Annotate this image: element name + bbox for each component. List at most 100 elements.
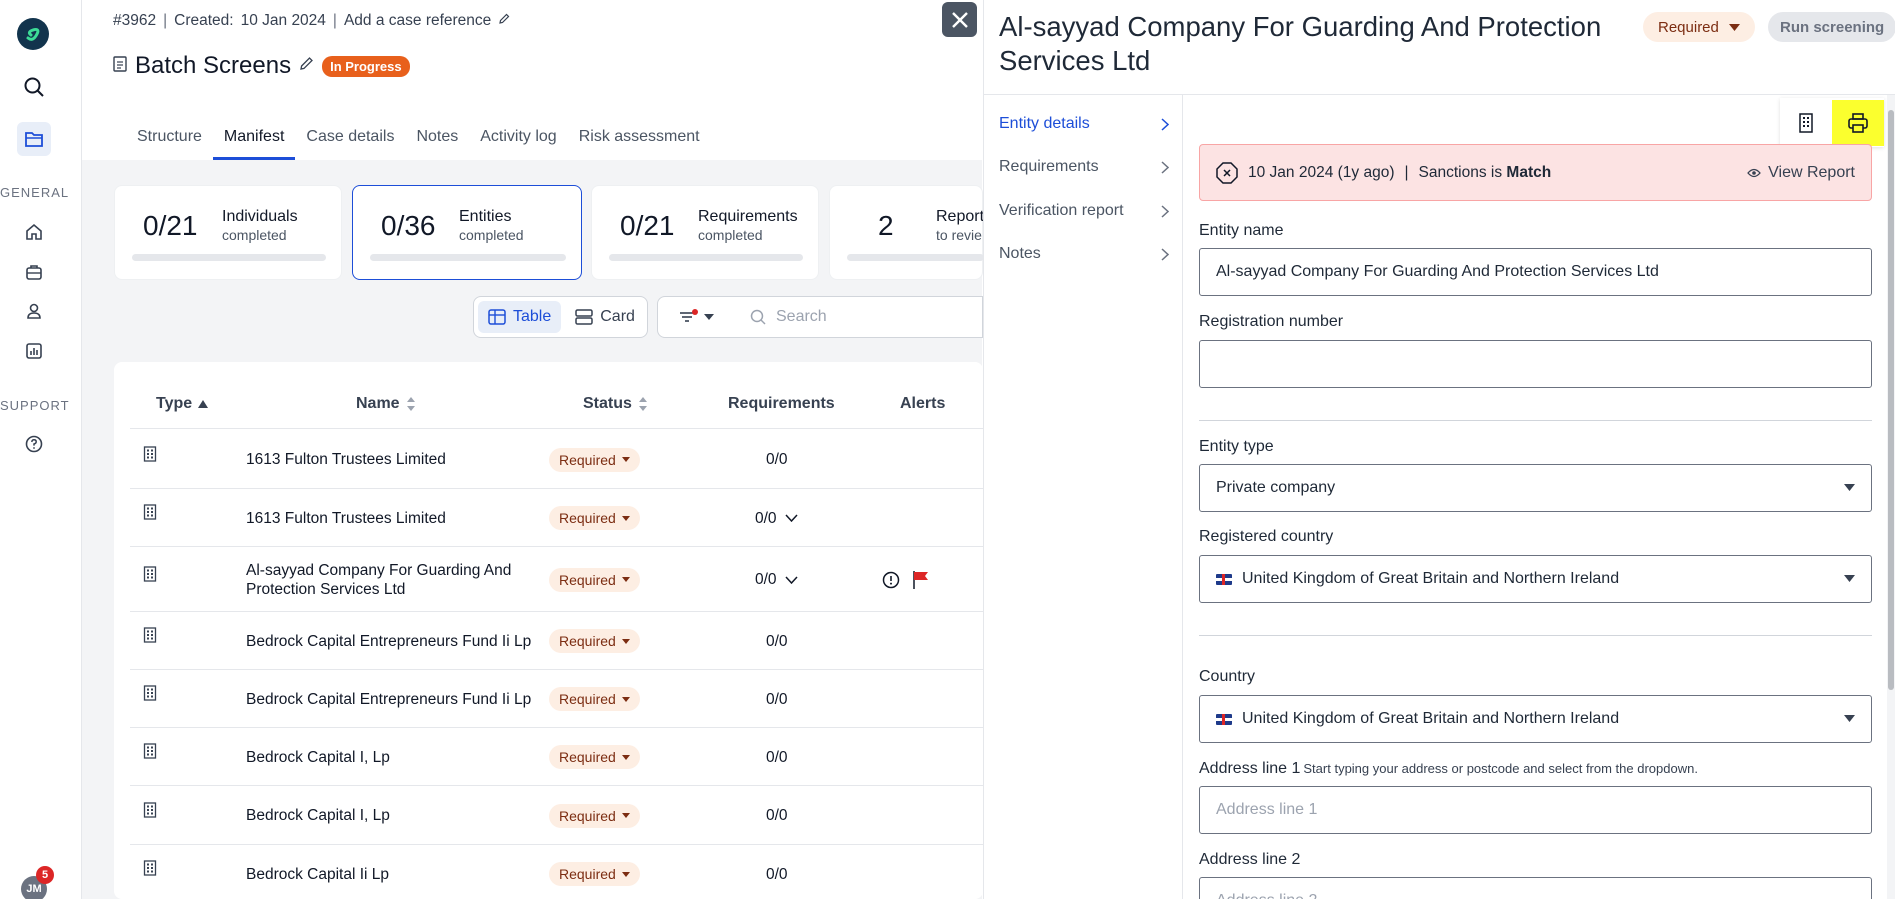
status-dropdown[interactable]: Required — [1643, 12, 1755, 42]
registration-number-field[interactable] — [1199, 340, 1872, 388]
panel-divider — [984, 94, 1895, 95]
column-header-name[interactable]: Name — [356, 395, 416, 413]
caret-down-icon — [1844, 484, 1855, 491]
edit-title-icon[interactable] — [299, 56, 314, 76]
tab-risk-assessment[interactable]: Risk assessment — [578, 128, 700, 145]
status-dropdown[interactable]: Required — [549, 506, 640, 530]
column-header-status[interactable]: Status — [583, 395, 648, 413]
pencil-icon[interactable] — [498, 12, 510, 30]
registered-country-select[interactable]: United Kingdom of Great Britain and Nort… — [1199, 555, 1872, 603]
chevron-right-icon — [1161, 247, 1169, 261]
requirements-count[interactable]: 0/0 — [755, 547, 798, 612]
stat-card-entities[interactable]: 0/36 Entities completed — [352, 185, 582, 280]
status-dropdown[interactable]: Required — [549, 687, 640, 711]
table-row[interactable]: Bedrock Capital Entrepreneurs Fund Ii Lp… — [130, 670, 983, 728]
table-row[interactable]: Bedrock Capital Ii Lp Required 0/0 — [130, 845, 983, 899]
panel-nav-requirements[interactable]: Requirements — [999, 158, 1169, 176]
briefcase-icon[interactable] — [17, 255, 51, 289]
tab-bar: Structure Manifest Case details Notes Ac… — [126, 120, 711, 160]
entity-name[interactable]: Bedrock Capital I, Lp — [246, 748, 390, 766]
address-line-2-field[interactable]: Address line 2 — [1199, 877, 1872, 899]
view-report-link[interactable]: View Report — [1747, 164, 1855, 182]
chevron-down-icon — [785, 514, 798, 522]
card-view-button[interactable]: Card — [565, 301, 645, 333]
close-panel-button[interactable] — [942, 2, 977, 37]
entity-name[interactable]: Bedrock Capital Entrepreneurs Fund Ii Lp — [246, 632, 532, 650]
alerts-cell — [882, 547, 930, 612]
panel-nav-entity-details[interactable]: Entity details — [999, 115, 1169, 133]
requirements-count: 0/0 — [766, 690, 788, 708]
created-date: 10 Jan 2024 — [240, 12, 326, 29]
app-logo[interactable] — [17, 18, 49, 50]
building-icon — [143, 685, 157, 706]
stat-card-individuals[interactable]: 0/21 Individuals completed — [114, 185, 342, 280]
add-case-reference-link[interactable]: Add a case reference — [343, 12, 492, 29]
cases-folder-icon[interactable] — [17, 122, 51, 156]
entity-name[interactable]: Bedrock Capital I, Lp — [246, 807, 390, 824]
card-icon — [575, 309, 593, 325]
building-icon — [143, 504, 157, 525]
tab-activity-log[interactable]: Activity log — [480, 128, 557, 145]
run-screening-button[interactable]: Run screening — [1768, 12, 1895, 42]
stat-card-requirements[interactable]: 0/21 Requirements completed — [591, 185, 819, 280]
tab-notes[interactable]: Notes — [416, 128, 459, 145]
section-divider — [1199, 635, 1872, 636]
search-input[interactable]: Search — [734, 296, 983, 338]
status-dropdown[interactable]: Required — [549, 567, 640, 592]
stat-label: Entities completed — [459, 208, 524, 243]
entity-side-panel: Al-sayyad Company For Guarding And Prote… — [983, 0, 1895, 899]
entity-name-field[interactable]: Al-sayyad Company For Guarding And Prote… — [1199, 248, 1872, 296]
status-dropdown[interactable]: Required — [549, 862, 640, 886]
panel-nav-notes[interactable]: Notes — [999, 245, 1169, 263]
tab-structure[interactable]: Structure — [137, 128, 202, 145]
tab-manifest[interactable]: Manifest — [212, 120, 296, 160]
entity-type-select[interactable]: Private company — [1199, 464, 1872, 512]
table-row[interactable]: 1613 Fulton Trustees Limited Required 0/0 — [130, 430, 983, 489]
panel-nav-divider — [1182, 95, 1183, 899]
table-row[interactable]: Bedrock Capital Entrepreneurs Fund Ii Lp… — [130, 612, 983, 670]
table-row[interactable]: Bedrock Capital I, Lp Required 0/0 — [130, 728, 983, 786]
tab-case-details[interactable]: Case details — [306, 128, 395, 145]
chevron-right-icon — [1161, 204, 1169, 218]
alert-circle-icon — [882, 571, 900, 588]
entity-name[interactable]: 1613 Fulton Trustees Limited — [246, 509, 446, 527]
stat-value: 0/36 — [381, 210, 436, 241]
entity-name[interactable]: 1613 Fulton Trustees Limited — [246, 451, 446, 468]
table-row[interactable]: Bedrock Capital I, Lp Required 0/0 — [130, 786, 983, 845]
status-dropdown[interactable]: Required — [549, 745, 640, 769]
entity-name[interactable]: Bedrock Capital Ii Lp — [246, 865, 390, 883]
address-line-1-field[interactable]: Address line 1 — [1199, 786, 1872, 834]
status-dropdown[interactable]: Required — [549, 447, 640, 472]
entity-name[interactable]: Bedrock Capital Entrepreneurs Fund Ii Lp — [246, 690, 532, 708]
scrollbar-thumb[interactable] — [1888, 110, 1894, 690]
chevron-down-icon — [785, 575, 798, 584]
status-dropdown[interactable]: Required — [549, 629, 640, 653]
search-icon — [750, 309, 766, 325]
home-icon[interactable] — [17, 215, 51, 249]
country-select[interactable]: United Kingdom of Great Britain and Nort… — [1199, 695, 1872, 743]
user-icon[interactable] — [17, 294, 51, 328]
progress-bar — [370, 254, 566, 261]
table-row[interactable]: 1613 Fulton Trustees Limited Required 0/0 — [130, 489, 983, 547]
status-dropdown[interactable]: Required — [549, 803, 640, 828]
table-view-button[interactable]: Table — [478, 301, 562, 333]
caret-down-icon — [1844, 575, 1855, 582]
search-icon[interactable] — [17, 70, 51, 104]
building-icon — [143, 801, 157, 823]
building-icon[interactable] — [1780, 100, 1832, 146]
sort-icon — [638, 397, 647, 411]
building-icon — [143, 627, 157, 648]
column-header-type[interactable]: Type — [156, 395, 209, 413]
help-icon[interactable] — [17, 427, 51, 461]
analytics-icon[interactable] — [17, 334, 51, 368]
stat-card-reports[interactable]: 2 Report to revie — [829, 185, 985, 280]
print-icon[interactable] — [1832, 99, 1884, 146]
requirements-count[interactable]: 0/0 — [755, 489, 798, 547]
stat-label: Report to revie — [936, 208, 985, 243]
panel-nav-verification-report[interactable]: Verification report — [999, 202, 1169, 220]
entity-name[interactable]: Al-sayyad Company For Guarding And Prote… — [246, 561, 512, 598]
table-row[interactable]: Al-sayyad Company For Guarding And Prote… — [130, 547, 983, 612]
page-title-row: Batch Screens In Progress — [113, 52, 410, 80]
filter-button[interactable] — [657, 296, 735, 338]
chevron-right-icon — [1161, 117, 1169, 131]
